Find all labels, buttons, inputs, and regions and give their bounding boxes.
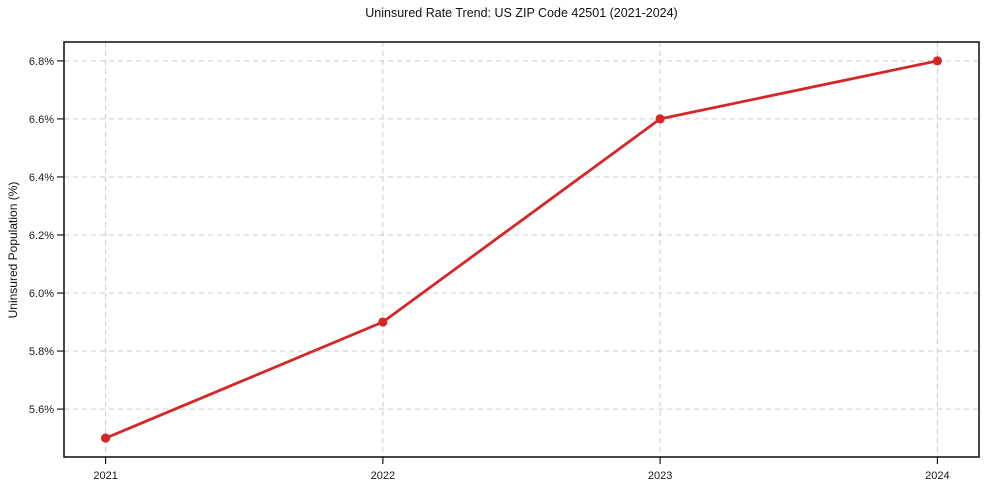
x-tick-label: 2022: [371, 470, 395, 482]
x-tick-label: 2023: [648, 470, 672, 482]
y-tick-label: 5.6%: [29, 404, 54, 416]
y-tick-label: 6.2%: [29, 230, 54, 242]
data-point: [932, 56, 943, 66]
trend-line: [104, 59, 939, 440]
y-tick-label: 6.4%: [29, 172, 54, 184]
plot-border: [63, 41, 980, 458]
data-point: [655, 114, 665, 124]
y-tick-label: 6.0%: [29, 288, 54, 300]
y-tick-label: 6.6%: [29, 114, 54, 126]
chart-title: Uninsured Rate Trend: US ZIP Code 42501 …: [365, 6, 678, 20]
x-tick-label: 2021: [93, 470, 117, 482]
data-point: [100, 433, 111, 443]
y-tick-label: 5.8%: [29, 346, 54, 358]
data-point: [378, 317, 388, 327]
y-tick-label: 6.8%: [29, 56, 54, 68]
x-tick-label: 2024: [925, 470, 949, 482]
